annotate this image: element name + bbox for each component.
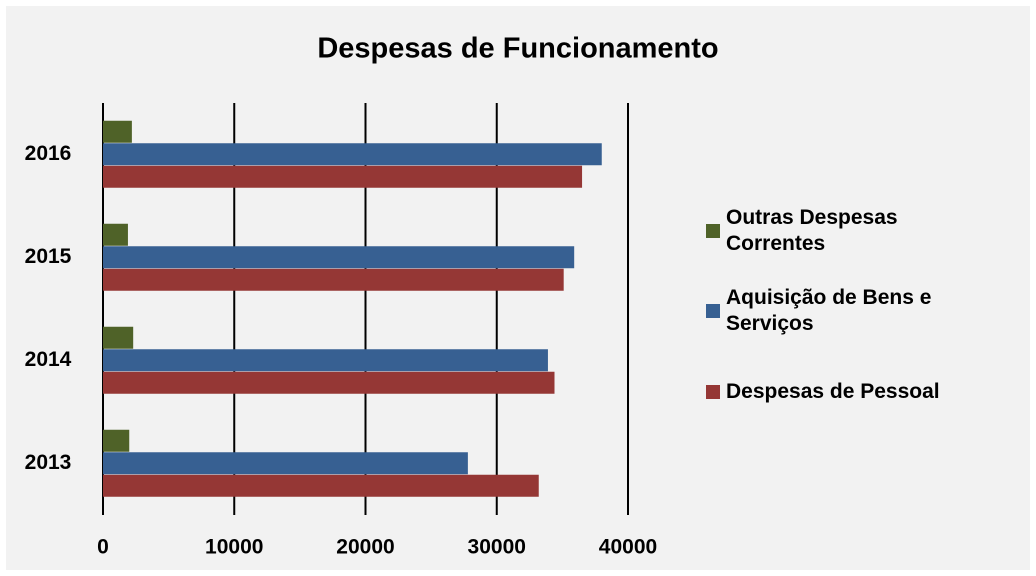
- y-tick-label: 2014: [25, 348, 72, 371]
- bar: [103, 326, 134, 349]
- x-tick-label: 0: [97, 536, 109, 559]
- legend-swatch: [706, 304, 720, 318]
- x-tick-label: 20000: [336, 536, 394, 559]
- legend-label: Aquisição de Bens e Serviços: [726, 286, 931, 335]
- bar: [103, 371, 555, 394]
- chart-title: Despesas de Funcionamento: [317, 33, 718, 65]
- legend-swatch: [706, 224, 720, 238]
- legend-label: Despesas de Pessoal: [726, 380, 940, 403]
- x-tick-label: 40000: [599, 536, 657, 559]
- legend-swatch: [706, 385, 720, 399]
- bar: [103, 429, 130, 452]
- bar: [103, 165, 583, 188]
- bar: [103, 143, 602, 166]
- bar: [103, 268, 564, 291]
- bar: [103, 246, 575, 269]
- bar: [103, 223, 128, 246]
- bar: [103, 349, 548, 372]
- bar: [103, 474, 539, 497]
- bar: [103, 452, 468, 475]
- y-tick-label: 2015: [25, 245, 72, 268]
- bar: [103, 120, 132, 143]
- x-tick-label: 30000: [468, 536, 526, 559]
- x-tick-label: 10000: [205, 536, 263, 559]
- y-tick-label: 2013: [25, 451, 72, 474]
- y-tick-label: 2016: [25, 142, 72, 165]
- legend-label: Outras Despesas Correntes: [726, 206, 898, 255]
